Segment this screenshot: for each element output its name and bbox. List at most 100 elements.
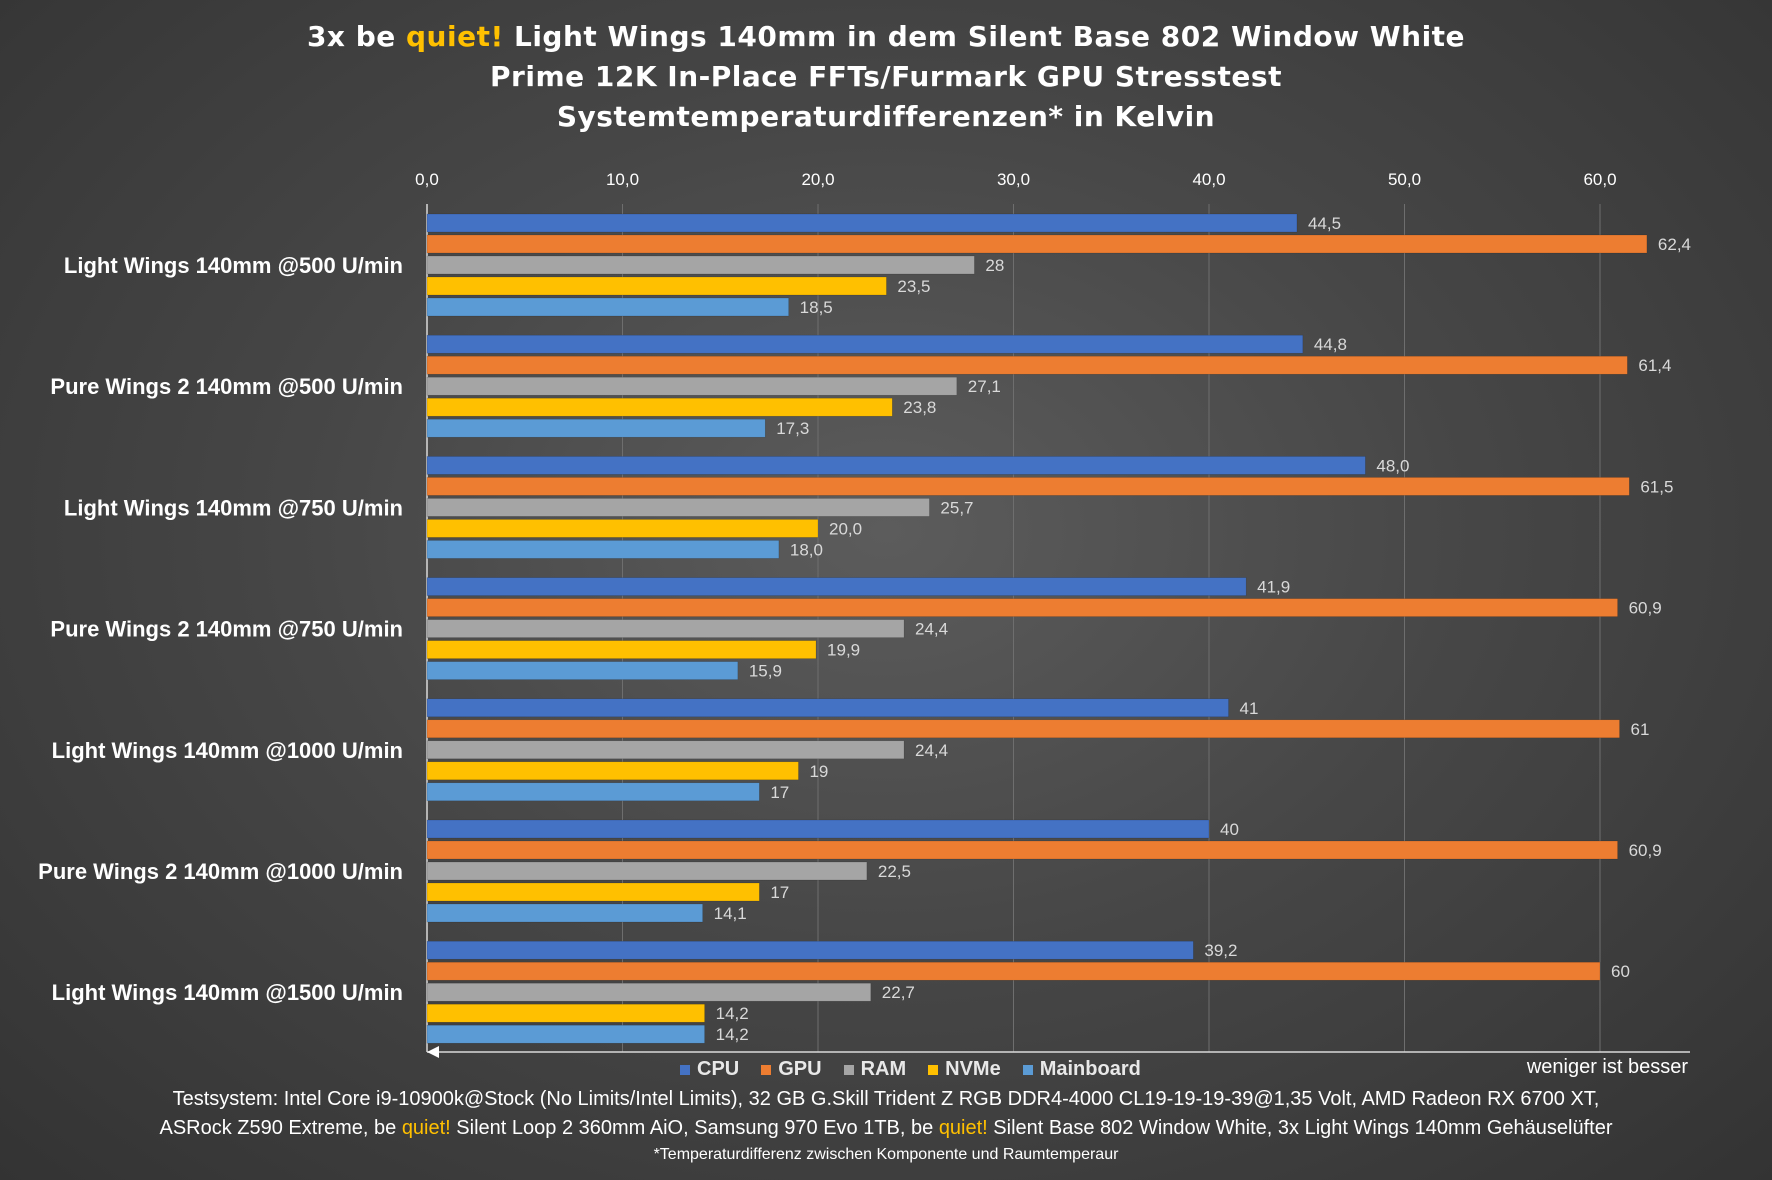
legend-item-cpu: CPU	[680, 1058, 739, 1081]
data-label: 15,9	[749, 662, 782, 681]
chart-title-line-2: Prime 12K In-Place FFTs/Furmark GPU Stre…	[490, 60, 1282, 93]
bar-nvme	[426, 519, 819, 538]
data-label: 44,8	[1314, 335, 1347, 354]
bar-mainboard	[426, 903, 703, 923]
data-label: 44,5	[1308, 214, 1341, 233]
bar-cpu	[426, 698, 1229, 718]
x-tick-label: 40,0	[1192, 170, 1225, 189]
data-label: 22,7	[882, 983, 915, 1002]
bar-cpu	[426, 819, 1210, 839]
data-label: 27,1	[968, 377, 1001, 396]
bar-nvme	[426, 276, 887, 296]
bar-nvme	[426, 1003, 705, 1023]
category-label: Pure Wings 2 140mm @750 U/min	[50, 617, 403, 642]
bar-ram	[426, 982, 872, 1002]
bar-nvme	[426, 882, 760, 902]
x-tick-label: 20,0	[801, 170, 834, 189]
bar-nvme	[426, 640, 817, 659]
x-tick-label: 30,0	[997, 170, 1030, 189]
data-label: 19,9	[827, 641, 860, 660]
bar-cpu	[426, 577, 1247, 596]
data-label: 61,5	[1640, 477, 1673, 496]
legend-item-nvme: NVMe	[928, 1058, 1001, 1081]
category-label: Pure Wings 2 140mm @500 U/min	[50, 374, 403, 399]
x-tick-label: 10,0	[606, 170, 639, 189]
data-label: 41,9	[1257, 578, 1290, 597]
data-label: 41	[1240, 699, 1259, 718]
bar-ram	[426, 619, 905, 638]
bar-gpu	[426, 477, 1630, 496]
bar-gpu	[426, 719, 1620, 739]
bar-gpu	[426, 355, 1628, 375]
chart-title-line-3: Systemtemperaturdifferenzen* in Kelvin	[556, 100, 1216, 133]
category-label: Light Wings 140mm @500 U/min	[64, 253, 403, 278]
data-label: 61	[1631, 720, 1650, 739]
bar-mainboard	[426, 661, 739, 680]
bar-ram	[426, 861, 868, 881]
chart-title-line-1: 3x be quiet! Light Wings 140mm in dem Si…	[306, 20, 1466, 53]
footer-test-system-line-1: Testsystem: Intel Core i9-10900k@Stock (…	[172, 1088, 1600, 1110]
bar-gpu	[426, 961, 1601, 981]
category-label: Light Wings 140mm @750 U/min	[64, 495, 403, 520]
bar-ram	[426, 255, 975, 275]
data-label: 25,7	[940, 498, 973, 517]
data-label: 17	[770, 783, 789, 802]
data-label: 19	[809, 762, 828, 781]
bar-gpu	[426, 234, 1648, 254]
footer-test-system-line-2: ASRock Z590 Extreme, be quiet! Silent Lo…	[159, 1117, 1613, 1139]
footer-footnote: *Temperaturdifferenz zwischen Komponente…	[653, 1146, 1119, 1163]
data-label: 23,8	[903, 398, 936, 417]
bar-gpu	[426, 840, 1618, 860]
data-label: 28	[985, 256, 1004, 275]
bar-mainboard	[426, 297, 789, 317]
bar-ram	[426, 376, 958, 396]
less-is-better-note: weniger ist besser	[1526, 1056, 1688, 1078]
bar-nvme	[426, 761, 799, 781]
data-label: 22,5	[878, 862, 911, 881]
category-label: Pure Wings 2 140mm @1000 U/min	[38, 859, 403, 884]
data-label: 18,0	[790, 540, 823, 559]
x-tick-label: 0,0	[415, 170, 439, 189]
bar-ram	[426, 498, 930, 517]
x-tick-label: 60,0	[1583, 170, 1616, 189]
data-label: 48,0	[1376, 456, 1409, 475]
data-label: 17,3	[776, 419, 809, 438]
data-label: 23,5	[897, 277, 930, 296]
bar-ram	[426, 740, 905, 760]
bar-mainboard	[426, 418, 766, 438]
bar-mainboard	[426, 1024, 705, 1044]
data-label: 60,9	[1629, 599, 1662, 618]
bar-cpu	[426, 456, 1366, 475]
data-label: 24,4	[915, 620, 948, 639]
legend-item-mainboard: Mainboard	[1022, 1058, 1141, 1081]
category-label: Light Wings 140mm @1500 U/min	[52, 980, 403, 1005]
legend-item-ram: RAM	[843, 1058, 906, 1081]
x-tick-label: 50,0	[1388, 170, 1421, 189]
data-label: 24,4	[915, 741, 948, 760]
brand-highlight: quiet!	[406, 20, 504, 53]
bar-gpu	[426, 598, 1618, 617]
bar-cpu	[426, 940, 1194, 960]
data-label: 60	[1611, 962, 1630, 981]
data-label: 14,1	[714, 904, 747, 923]
data-label: 14,2	[716, 1025, 749, 1044]
data-label: 20,0	[829, 519, 862, 538]
data-label: 18,5	[800, 298, 833, 317]
data-label: 17	[770, 883, 789, 902]
data-label: 14,2	[716, 1004, 749, 1023]
category-label: Light Wings 140mm @1000 U/min	[52, 738, 403, 763]
axis-arrow	[427, 1046, 439, 1058]
data-label: 39,2	[1204, 941, 1237, 960]
bar-mainboard	[426, 540, 780, 559]
bar-cpu	[426, 213, 1298, 233]
data-label: 60,9	[1629, 841, 1662, 860]
bar-cpu	[426, 334, 1304, 354]
bar-mainboard	[426, 782, 760, 802]
chart-legend: CPU GPU RAM NVMe Mainboard	[680, 1058, 1141, 1081]
bar-nvme	[426, 397, 893, 417]
data-label: 61,4	[1638, 356, 1671, 375]
data-label: 40	[1220, 820, 1239, 839]
legend-item-gpu: GPU	[761, 1058, 822, 1081]
data-label: 62,4	[1658, 235, 1691, 254]
